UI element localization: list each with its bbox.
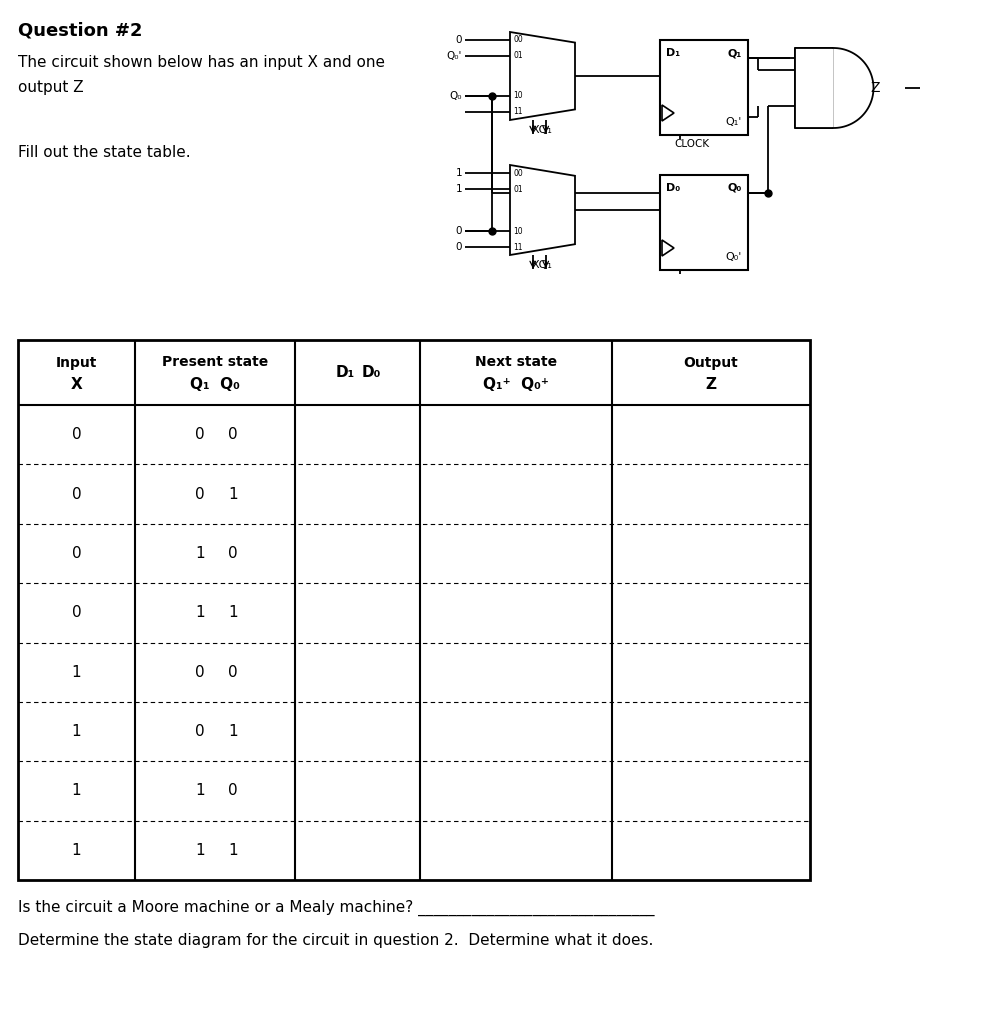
Text: Q₁⁺  Q₀⁺: Q₁⁺ Q₀⁺ [484, 377, 549, 392]
Text: Q₀': Q₀' [726, 252, 742, 262]
Text: 0: 0 [195, 427, 204, 442]
Bar [660, 40, 748, 135]
Text: Input: Input [56, 355, 97, 370]
Text: 11: 11 [513, 243, 522, 252]
Text: 01: 01 [513, 51, 522, 60]
Polygon shape [510, 165, 575, 255]
Text: Present state: Present state [162, 355, 268, 370]
Text: 1: 1 [72, 843, 82, 858]
Polygon shape [662, 105, 674, 121]
Text: Next state: Next state [475, 355, 557, 370]
Text: D₀: D₀ [362, 365, 381, 380]
Text: 1: 1 [228, 724, 238, 739]
Bar [795, 48, 833, 128]
Text: 0: 0 [72, 427, 82, 442]
Bar [18, 340, 810, 880]
Text: 1: 1 [72, 783, 82, 799]
Text: 00: 00 [513, 36, 522, 44]
Text: Z: Z [870, 81, 879, 95]
Text: D₁: D₁ [336, 365, 355, 380]
Text: 1: 1 [195, 843, 204, 858]
Text: 01: 01 [513, 184, 522, 194]
Text: Q₀: Q₀ [450, 91, 462, 101]
Text: CLOCK: CLOCK [674, 139, 709, 150]
Text: 1: 1 [195, 546, 204, 561]
Text: 0: 0 [195, 665, 204, 680]
Text: 0: 0 [72, 486, 82, 502]
Text: 1: 1 [72, 724, 82, 739]
Text: Question #2: Question #2 [18, 22, 143, 40]
Text: 0: 0 [195, 724, 204, 739]
Text: 10: 10 [513, 91, 522, 100]
Text: 0: 0 [72, 605, 82, 621]
Text: 1: 1 [228, 605, 238, 621]
Text: 0: 0 [195, 486, 204, 502]
Text: 1: 1 [195, 605, 204, 621]
Text: 0: 0 [456, 35, 462, 45]
Text: Q₁: Q₁ [728, 48, 742, 58]
Text: X: X [71, 377, 83, 392]
Text: 00: 00 [513, 169, 522, 177]
Text: Determine the state diagram for the circuit in question 2.  Determine what it do: Determine the state diagram for the circ… [18, 933, 653, 948]
Polygon shape [510, 32, 575, 120]
Text: Is the circuit a Moore machine or a Mealy machine? _____________________________: Is the circuit a Moore machine or a Meal… [18, 900, 654, 916]
Text: Output: Output [684, 355, 739, 370]
Text: Q₀': Q₀' [447, 51, 462, 61]
Text: 0: 0 [456, 242, 462, 252]
Text: XQ₁: XQ₁ [532, 260, 553, 270]
Text: 1: 1 [456, 184, 462, 194]
Text: 0: 0 [228, 546, 238, 561]
Text: XQ₁: XQ₁ [532, 125, 553, 135]
Text: D₁: D₁ [666, 48, 680, 58]
Text: Q₁': Q₁' [726, 117, 742, 127]
Text: D₀: D₀ [666, 183, 680, 193]
Text: Q₀: Q₀ [728, 183, 742, 193]
Text: 0: 0 [72, 546, 82, 561]
Text: output Z: output Z [18, 80, 84, 95]
Text: Q₁  Q₀: Q₁ Q₀ [190, 377, 240, 392]
Text: 1: 1 [72, 665, 82, 680]
Text: 1: 1 [195, 783, 204, 799]
Text: 10: 10 [513, 226, 522, 236]
Text: 1: 1 [228, 843, 238, 858]
Text: 0: 0 [228, 783, 238, 799]
Polygon shape [662, 240, 674, 256]
Text: Z: Z [706, 377, 717, 392]
Text: The circuit shown below has an input X and one: The circuit shown below has an input X a… [18, 55, 385, 70]
Text: 0: 0 [456, 226, 462, 236]
Text: 0: 0 [228, 665, 238, 680]
Text: 1: 1 [456, 168, 462, 178]
Bar [660, 175, 748, 270]
Text: 1: 1 [228, 486, 238, 502]
Text: 11: 11 [513, 108, 522, 117]
Text: Fill out the state table.: Fill out the state table. [18, 145, 190, 160]
Text: 0: 0 [228, 427, 238, 442]
